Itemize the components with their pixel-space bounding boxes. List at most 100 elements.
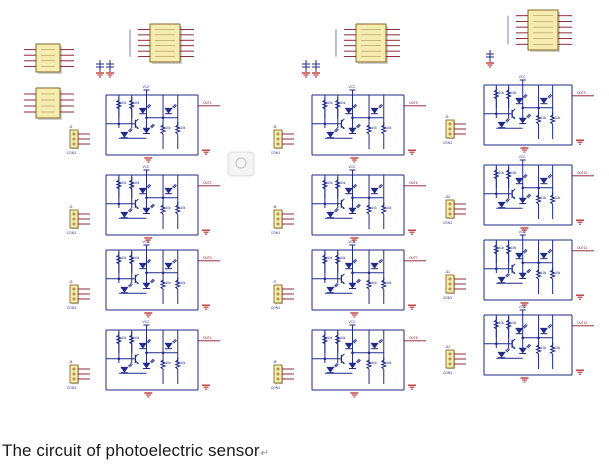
svg-text:10k: 10k (511, 246, 517, 250)
svg-text:CON3: CON3 (271, 231, 280, 235)
svg-text:VCC: VCC (519, 75, 526, 79)
figure-caption: The circuit of photoelectric sensor↵ (2, 441, 269, 461)
svg-text:J1: J1 (69, 125, 73, 129)
svg-text:J8: J8 (273, 360, 277, 364)
decoupling-capacitor-3 (486, 50, 494, 68)
svg-text:CON3: CON3 (443, 141, 452, 145)
svg-text:10k: 10k (555, 196, 561, 200)
svg-text:CON3: CON3 (271, 306, 280, 310)
svg-text:CON3: CON3 (67, 151, 76, 155)
svg-text:10k: 10k (340, 256, 346, 260)
svg-text:10k: 10k (499, 246, 505, 250)
svg-text:10k: 10k (511, 171, 517, 175)
svg-text:10k: 10k (499, 321, 505, 325)
connector-con3: J3 CON3 (67, 280, 90, 310)
svg-text:J5: J5 (273, 125, 277, 129)
connector-con3: J7 CON3 (271, 280, 294, 310)
photoelectric-sensor-cell: 10k 10k 10k 10k OUT5 VCC (311, 85, 426, 163)
svg-text:OUT7: OUT7 (409, 256, 418, 260)
connector-con3: J12 CON3 (443, 345, 466, 375)
svg-text:OUT5: OUT5 (409, 101, 418, 105)
svg-text:10k: 10k (386, 281, 392, 285)
svg-text:VCC: VCC (142, 320, 149, 324)
svg-text:VCC: VCC (348, 240, 355, 244)
svg-text:CON3: CON3 (443, 296, 452, 300)
svg-text:J10: J10 (445, 195, 450, 199)
photoelectric-sensor-schematic: 10k 10k 10k 10k OUT1 VCC J1 CON3 10k 10k 10k 10k OUT… (24, 9, 594, 398)
svg-text:10k: 10k (327, 181, 333, 185)
svg-text:10k: 10k (541, 271, 547, 275)
svg-text:10k: 10k (134, 336, 140, 340)
photoelectric-sensor-cell: 10k 10k 10k 10k OUT7 VCC (311, 240, 426, 318)
svg-text:10k: 10k (166, 281, 172, 285)
svg-text:CON3: CON3 (271, 386, 280, 390)
ic-column-1-top-right (129, 23, 194, 64)
svg-text:J6: J6 (273, 205, 277, 209)
svg-text:J9: J9 (445, 115, 449, 119)
photoelectric-sensor-cell: 10k 10k 10k 10k OUT10 VCC (483, 155, 594, 233)
ic-column-2 (335, 23, 400, 64)
svg-text:10k: 10k (327, 101, 333, 105)
ic-column-3 (507, 9, 572, 52)
svg-text:10k: 10k (134, 181, 140, 185)
svg-text:OUT8: OUT8 (409, 336, 418, 340)
svg-text:10k: 10k (134, 101, 140, 105)
svg-text:CON3: CON3 (271, 151, 280, 155)
svg-text:10k: 10k (121, 101, 127, 105)
svg-text:10k: 10k (555, 346, 561, 350)
photoelectric-sensor-cell: 10k 10k 10k 10k OUT2 VCC (105, 165, 220, 243)
svg-text:OUT3: OUT3 (203, 256, 212, 260)
svg-text:10k: 10k (511, 321, 517, 325)
svg-text:10k: 10k (327, 336, 333, 340)
connector-con3: J6 CON3 (271, 205, 294, 235)
svg-text:OUT1: OUT1 (203, 101, 212, 105)
svg-text:J3: J3 (69, 280, 73, 284)
svg-text:10k: 10k (166, 126, 172, 130)
svg-text:10k: 10k (499, 91, 505, 95)
svg-text:VCC: VCC (142, 165, 149, 169)
svg-text:10k: 10k (511, 91, 517, 95)
svg-text:10k: 10k (327, 256, 333, 260)
svg-text:VCC: VCC (142, 85, 149, 89)
svg-text:OUT2: OUT2 (203, 181, 212, 185)
svg-text:VCC: VCC (519, 305, 526, 309)
svg-text:VCC: VCC (519, 230, 526, 234)
svg-text:OUT4: OUT4 (203, 336, 212, 340)
decoupling-capacitor-1 (96, 60, 114, 78)
connector-con3: J4 CON3 (67, 360, 90, 390)
photoelectric-sensor-cell: 10k 10k 10k 10k OUT1 VCC (105, 85, 220, 163)
svg-text:VCC: VCC (348, 320, 355, 324)
svg-text:10k: 10k (180, 126, 186, 130)
svg-text:OUT9: OUT9 (577, 91, 586, 95)
svg-text:VCC: VCC (142, 240, 149, 244)
photoelectric-sensor-cell: 10k 10k 10k 10k OUT11 VCC (483, 230, 594, 308)
photoelectric-sensor-cell: 10k 10k 10k 10k OUT12 VCC (483, 305, 594, 383)
svg-text:CON3: CON3 (443, 221, 452, 225)
svg-text:10k: 10k (386, 361, 392, 365)
connector-con3: J2 CON3 (67, 205, 90, 235)
svg-text:10k: 10k (555, 271, 561, 275)
svg-text:J12: J12 (445, 345, 450, 349)
svg-text:10k: 10k (541, 116, 547, 120)
svg-text:10k: 10k (555, 116, 561, 120)
ic-column-1-top-left (24, 43, 74, 74)
photoelectric-sensor-cell: 10k 10k 10k 10k OUT8 VCC (311, 320, 426, 398)
photoelectric-sensor-cell: 10k 10k 10k 10k OUT9 VCC (483, 75, 594, 153)
svg-text:OUT6: OUT6 (409, 181, 418, 185)
svg-text:10k: 10k (166, 361, 172, 365)
paragraph-mark-icon: ↵ (260, 448, 270, 459)
svg-text:10k: 10k (372, 126, 378, 130)
svg-text:10k: 10k (386, 126, 392, 130)
photoelectric-sensor-cell: 10k 10k 10k 10k OUT6 VCC (311, 165, 426, 243)
svg-text:10k: 10k (372, 206, 378, 210)
svg-text:10k: 10k (166, 206, 172, 210)
connector-con3: J1 CON3 (67, 125, 90, 155)
decoupling-capacitor-2 (302, 60, 320, 78)
svg-text:CON3: CON3 (67, 231, 76, 235)
svg-text:VCC: VCC (348, 85, 355, 89)
svg-text:OUT11: OUT11 (577, 246, 587, 250)
svg-text:VCC: VCC (519, 155, 526, 159)
watermark-icon (227, 151, 255, 177)
svg-text:10k: 10k (541, 196, 547, 200)
svg-text:10k: 10k (121, 181, 127, 185)
